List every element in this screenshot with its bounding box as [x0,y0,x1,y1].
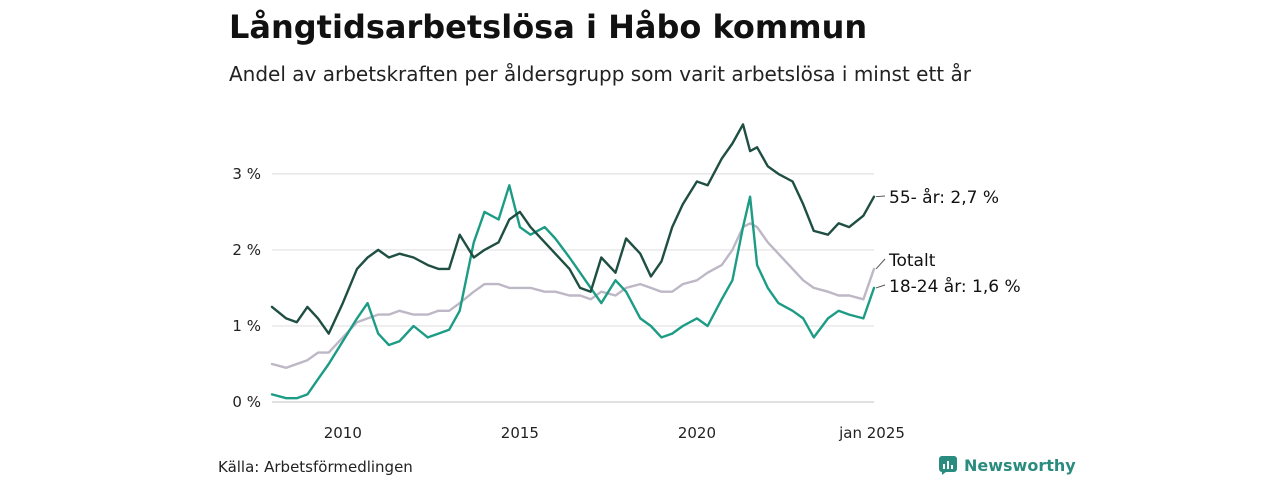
y-tick-label: 3 % [232,165,261,183]
series-lines [270,123,876,400]
source-note: Källa: Arbetsförmedlingen [218,458,413,476]
chart-subtitle: Andel av arbetskraften per åldersgrupp s… [229,62,971,86]
series-line-total [270,222,876,369]
y-tick-label: 1 % [232,317,261,335]
chart-title: Långtidsarbetslösa i Håbo kommun [229,8,868,46]
x-tick-label: 2015 [501,424,539,442]
brand-name: Newsworthy [964,455,1076,475]
series-end-labels: 55- år: 2,7 % Totalt 18-24 år: 1,6 % [875,187,1021,297]
series-end-label: Totalt [888,251,936,271]
y-tick-label: 2 % [232,241,261,259]
y-tick-label: 0 % [232,393,261,411]
y-tick-labels: 0 % 1 % 2 % 3 % [232,165,261,411]
series-end-label: 18-24 år: 1,6 % [889,276,1021,297]
leader-line [875,258,886,270]
series-line-s1824 [270,184,876,400]
x-tick-labels: 2010 2015 2020 jan 2025 [324,424,905,442]
series-end-label: 55- år: 2,7 % [889,187,999,208]
x-tick-label: jan 2025 [838,424,905,442]
y-gridlines [272,173,874,403]
x-tick-label: 2010 [324,424,362,442]
brand-logo[interactable]: Newsworthy [938,455,1076,475]
newsworthy-logo-icon [939,456,957,475]
leader-line [875,195,886,198]
leader-line [875,284,886,289]
series-line-s55 [270,123,876,335]
x-tick-label: 2020 [678,424,716,442]
